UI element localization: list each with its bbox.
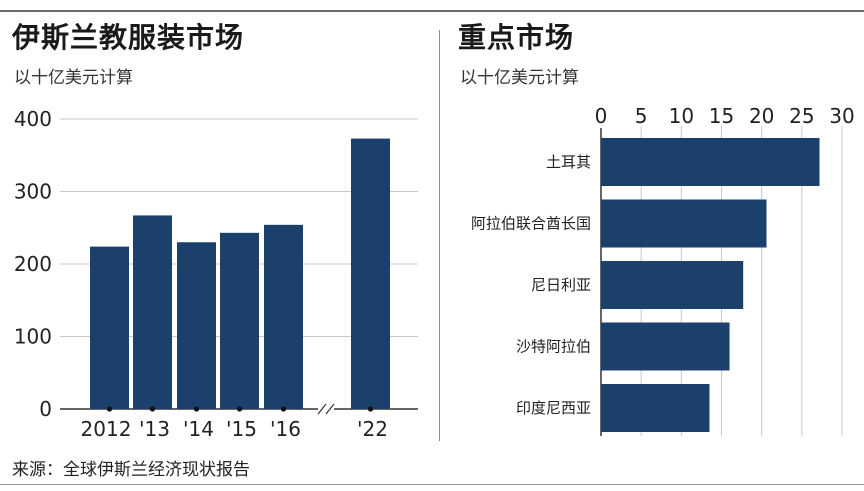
y-category-label: 土耳其	[546, 153, 591, 171]
bar	[264, 224, 303, 409]
bar	[601, 138, 820, 186]
y-tick-label: 100	[14, 325, 52, 349]
bar	[601, 322, 730, 371]
x-tick-label: 20	[749, 104, 774, 128]
y-tick-label: 200	[14, 252, 52, 276]
bar	[177, 242, 216, 409]
axis-break-mark	[325, 403, 335, 415]
y-tick-label: 0	[39, 397, 52, 421]
bar	[601, 261, 744, 309]
bar	[90, 246, 129, 409]
bar	[133, 215, 172, 409]
x-tick-label: 25	[789, 104, 814, 128]
x-tick-dot	[367, 406, 374, 412]
x-tick-dot	[106, 406, 113, 412]
y-tick-label: 400	[14, 107, 52, 131]
x-tick-dot	[193, 406, 200, 412]
y-category-label: 阿拉伯联合酋长国	[471, 215, 591, 233]
left-chart-subtitle: 以十亿美元计算	[14, 68, 133, 88]
bar	[351, 138, 390, 409]
x-tick-dot	[236, 406, 243, 412]
x-tick-label: 5	[635, 104, 648, 128]
x-tick-label: 2012	[81, 417, 132, 441]
y-category-label: 尼日利亚	[531, 276, 591, 294]
x-tick-label: '15	[226, 417, 257, 441]
bottom-rule	[0, 484, 864, 485]
y-tick-label: 300	[14, 180, 52, 204]
y-category-label: 印度尼西亚	[516, 399, 591, 417]
x-tick-label: 0	[595, 104, 608, 128]
x-tick-label: 30	[829, 104, 854, 128]
x-tick-label: '16	[270, 417, 301, 441]
top-rule	[0, 10, 864, 12]
x-tick-label: '13	[139, 417, 170, 441]
x-tick-dot	[280, 406, 287, 412]
market-size-bar-chart: 0 100 200 300 400 2012 '13 '14 '15 '16 '22	[14, 107, 418, 441]
x-tick-label: '14	[183, 417, 214, 441]
right-chart-title: 重点市场	[458, 21, 575, 54]
x-tick-label: '22	[357, 417, 388, 441]
right-chart-subtitle: 以十亿美元计算	[460, 68, 579, 88]
axis-break-mark	[317, 403, 327, 415]
x-tick-label: 15	[709, 104, 734, 128]
bar	[601, 199, 767, 248]
x-tick-dot	[149, 406, 156, 412]
left-chart-title: 伊斯兰教服装市场	[12, 21, 245, 54]
y-category-label: 沙特阿拉伯	[516, 338, 591, 356]
source-note: 来源：全球伊斯兰经济现状报告	[12, 460, 250, 480]
bar	[220, 232, 259, 409]
bar	[601, 384, 710, 432]
panel-divider	[439, 30, 440, 441]
x-tick-label: 10	[669, 104, 694, 128]
